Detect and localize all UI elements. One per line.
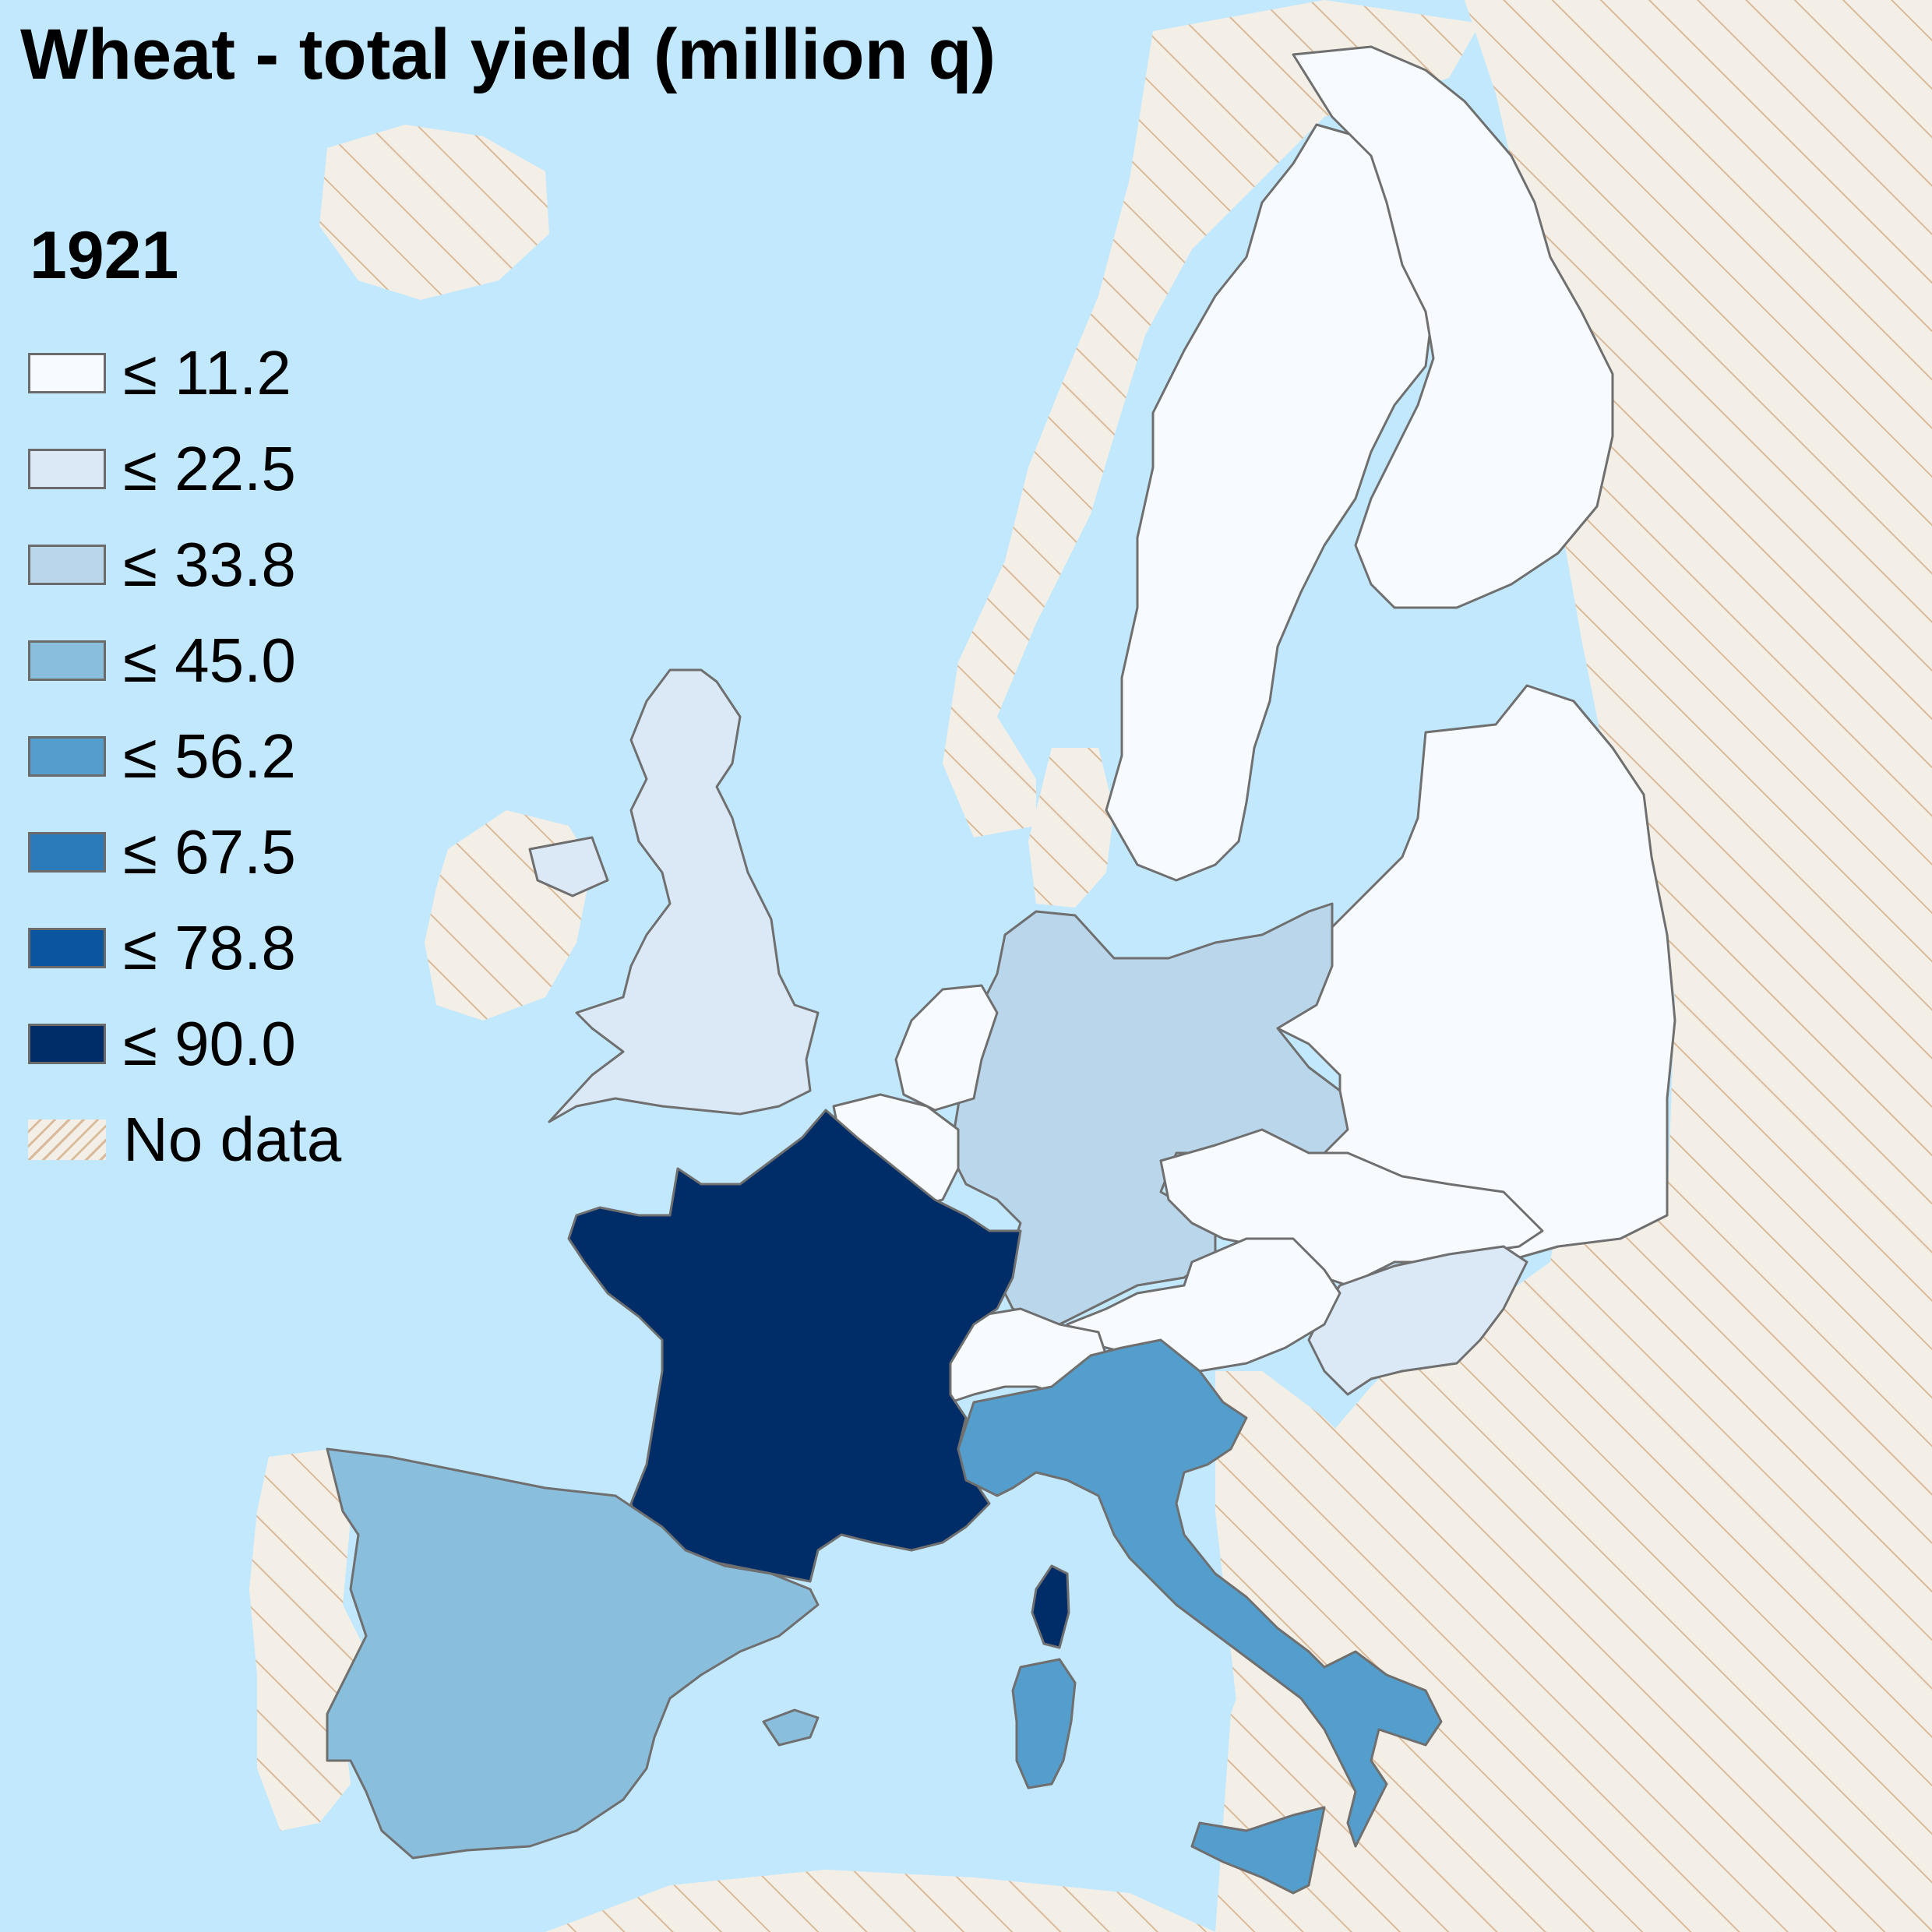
legend-item: ≤ 22.5: [28, 421, 341, 516]
country-corsica: [1031, 1564, 1070, 1649]
legend-swatch: [28, 831, 106, 873]
legend-label: ≤ 11.2: [123, 337, 291, 407]
legend-item: ≤ 45.0: [28, 612, 341, 708]
no-data-russia-east: [1215, 0, 1932, 1932]
legend-label: ≤ 67.5: [123, 816, 296, 887]
legend-swatch: [28, 735, 106, 777]
legend-swatch: [28, 927, 106, 968]
legend-swatch: [28, 1023, 106, 1064]
legend-label-no-data: No data: [123, 1104, 342, 1174]
legend-label: ≤ 56.2: [123, 721, 296, 791]
legend-label: ≤ 22.5: [123, 433, 296, 503]
countries: [326, 45, 1676, 1895]
country-norway-sweden: [1105, 123, 1435, 882]
legend-swatch-no-data: [28, 1119, 106, 1160]
country-sardinia: [1011, 1658, 1077, 1789]
legend-item: ≤ 11.2: [28, 325, 341, 421]
legend-swatch: [28, 544, 106, 585]
country-spain: [326, 1447, 820, 1860]
legend-item-no-data: No data: [28, 1091, 341, 1187]
legend-label: ≤ 78.8: [123, 912, 296, 982]
legend-swatch: [28, 640, 106, 681]
country-finland: [1292, 45, 1614, 609]
no-data-balkans: [1215, 1371, 1480, 1885]
country-netherlands: [894, 984, 999, 1112]
no-data-denmark: [1028, 748, 1114, 908]
legend-swatch: [28, 448, 106, 489]
country-northern-ireland: [528, 836, 609, 897]
country-united-kingdom: [548, 668, 820, 1123]
legend-item: ≤ 33.8: [28, 516, 341, 612]
no-data-iceland: [319, 125, 549, 300]
legend-swatch: [28, 352, 106, 393]
legend-label: ≤ 33.8: [123, 529, 296, 599]
country-balearic: [762, 1708, 820, 1747]
legend-item: ≤ 90.0: [28, 996, 341, 1091]
legend: 1921 ≤ 11.2 ≤ 22.5 ≤ 33.8 ≤ 45.0 ≤ 56.2 …: [28, 222, 341, 1187]
no-data-africa: [545, 1870, 1215, 1932]
country-sicily: [1190, 1806, 1326, 1895]
legend-year: 1921: [30, 218, 179, 293]
country-hungary: [1307, 1245, 1528, 1396]
country-italy: [957, 1338, 1443, 1848]
legend-item: ≤ 78.8: [28, 900, 341, 996]
legend-item: ≤ 67.5: [28, 804, 341, 900]
legend-label: ≤ 90.0: [123, 1008, 296, 1078]
legend-item: ≤ 56.2: [28, 708, 341, 804]
legend-label: ≤ 45.0: [123, 625, 296, 695]
map-title: Wheat - total yield (million q): [20, 15, 996, 94]
